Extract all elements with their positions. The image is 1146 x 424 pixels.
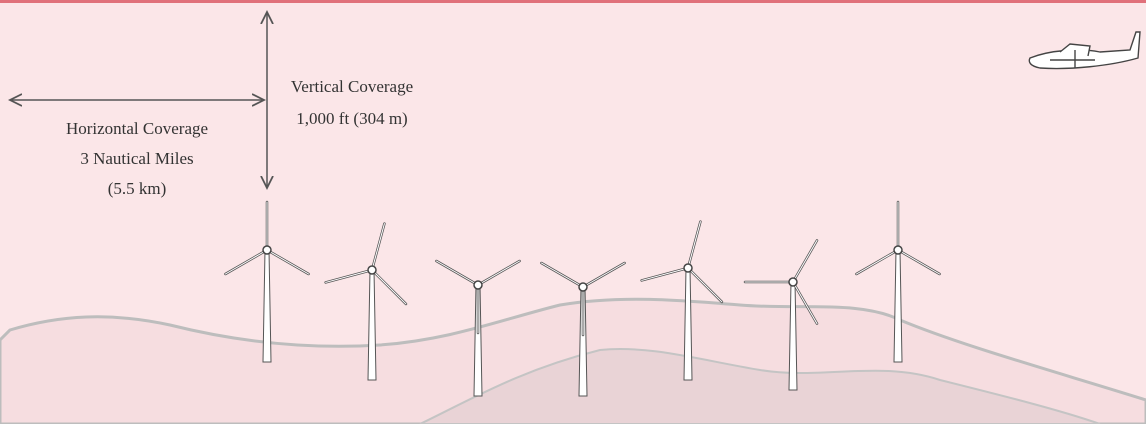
hub (788, 277, 798, 287)
blade-fill (477, 260, 521, 286)
airplane (1028, 31, 1141, 70)
blade-fill (792, 281, 818, 325)
turbines (224, 200, 941, 397)
blade-fill (266, 249, 310, 275)
wind-turbine (855, 200, 941, 363)
wind-turbine (640, 220, 724, 381)
hub (473, 280, 483, 290)
label: Vertical Coverage (291, 77, 413, 96)
hub (893, 245, 903, 255)
label: Horizontal Coverage (66, 119, 208, 138)
tower (367, 269, 377, 381)
label: 1,000 ft (304 m) (296, 109, 407, 128)
blade-fill (224, 249, 268, 275)
blade-fill (435, 260, 479, 286)
hub (578, 282, 588, 292)
blade-fill (371, 269, 407, 305)
blade-fill (897, 249, 941, 275)
blade-fill (641, 267, 689, 281)
blade-fill (371, 223, 385, 271)
hub (367, 265, 377, 275)
blade-fill (855, 249, 899, 275)
wind-turbine (743, 239, 819, 391)
hub (262, 245, 272, 255)
blade-fill (582, 262, 626, 288)
tower (262, 249, 272, 363)
label: 3 Nautical Miles (80, 149, 193, 168)
ridge (419, 348, 1101, 424)
blade-fill (687, 267, 723, 303)
wind-turbine (435, 259, 521, 397)
tower (893, 249, 903, 363)
hub (683, 263, 693, 273)
tower (788, 281, 798, 391)
wind-turbine (540, 261, 626, 397)
blade-fill (325, 269, 373, 283)
blade-fill (792, 239, 818, 283)
blade-fill (687, 221, 701, 269)
tower (683, 267, 693, 381)
label: (5.5 km) (108, 179, 167, 198)
wind-turbine (224, 200, 310, 363)
blade-fill (540, 262, 584, 288)
wind-turbine (324, 222, 408, 381)
